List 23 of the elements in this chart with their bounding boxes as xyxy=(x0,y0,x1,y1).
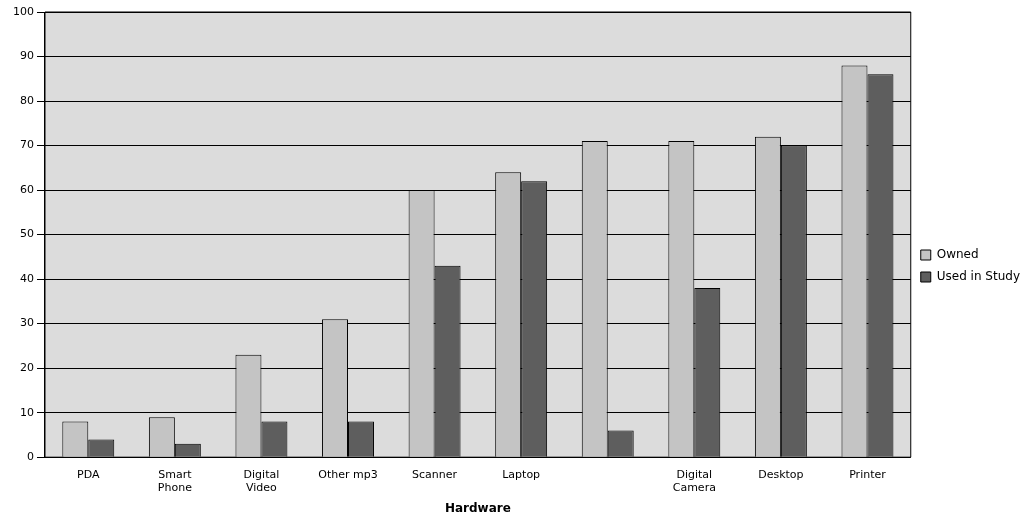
y-tick-label: 40 xyxy=(20,271,34,285)
legend-label: Used in Study xyxy=(936,269,1020,284)
y-tick-label: 80 xyxy=(20,93,34,107)
y-tick-label: 60 xyxy=(20,182,34,196)
x-tick-label: Scanner xyxy=(412,467,458,481)
x-tick-label: Digital Video xyxy=(243,467,280,494)
y-tick-label: 30 xyxy=(20,316,34,330)
y-tick-label: 90 xyxy=(20,49,34,63)
x-tick-label: Desktop xyxy=(758,467,804,481)
y-tick-label: 50 xyxy=(20,227,34,241)
y-tick-label: 20 xyxy=(20,361,34,375)
x-tick-label: Smart Phone xyxy=(157,467,193,494)
x-tick-label: Other mp3 xyxy=(318,467,378,481)
x-axis-title: Hardware xyxy=(444,500,511,515)
y-tick-label: 70 xyxy=(20,138,34,152)
y-tick-label: 100 xyxy=(13,4,34,18)
x-tick-label: Printer xyxy=(849,467,887,481)
y-tick-label: 0 xyxy=(27,450,34,464)
x-tick-label: Digital Camera xyxy=(672,467,716,494)
x-tick-label: PDA xyxy=(77,467,100,481)
y-tick-label: 10 xyxy=(20,405,34,419)
x-tick-label: Laptop xyxy=(502,467,541,481)
legend-label: Owned xyxy=(936,247,979,262)
